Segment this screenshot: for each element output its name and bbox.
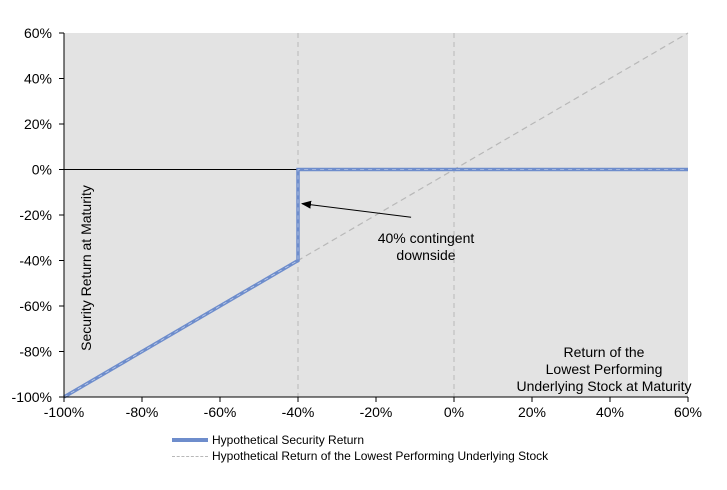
legend-swatch-dashed — [172, 451, 208, 461]
legend-swatch-solid — [172, 435, 208, 445]
x-axis-label: Return of the Lowest Performing Underlying… — [516, 344, 691, 394]
legend-item-security-return: Hypothetical Security Return — [172, 432, 548, 448]
x-tick-label: -80% — [126, 404, 159, 420]
annotation-arrow — [301, 200, 412, 218]
legend-label: Hypothetical Return of the Lowest Perfor… — [212, 449, 549, 463]
x-tick-label: -60% — [204, 404, 237, 420]
y-tick-label: -40% — [19, 253, 52, 269]
legend: Hypothetical Security Return Hypothetica… — [172, 432, 548, 464]
x-tick-label: 60% — [674, 404, 702, 420]
legend-item-underlying-return: Hypothetical Return of the Lowest Perfor… — [172, 448, 548, 464]
x-tick-label: -100% — [44, 404, 84, 420]
x-tick-label: -20% — [360, 404, 393, 420]
y-tick-label: 40% — [24, 71, 52, 87]
y-tick-label: -20% — [19, 207, 52, 223]
y-tick-label: -100% — [12, 389, 52, 405]
y-tick-label: -60% — [19, 298, 52, 314]
y-tick-label: 0% — [32, 162, 52, 178]
x-tick-label: 20% — [518, 404, 546, 420]
series-line-security-return — [63, 167, 688, 399]
y-tick-label: 60% — [24, 25, 52, 41]
y-tick-label: -80% — [19, 344, 52, 360]
y-axis-label: Security Return at Maturity — [78, 185, 94, 351]
x-tick-label: -40% — [282, 404, 315, 420]
y-tick-label: 20% — [24, 116, 52, 132]
x-tick-label: 0% — [444, 404, 464, 420]
legend-label: Hypothetical Security Return — [212, 433, 365, 447]
annotation-label: 40% contingent downside — [378, 230, 475, 263]
x-tick-label: 40% — [596, 404, 624, 420]
